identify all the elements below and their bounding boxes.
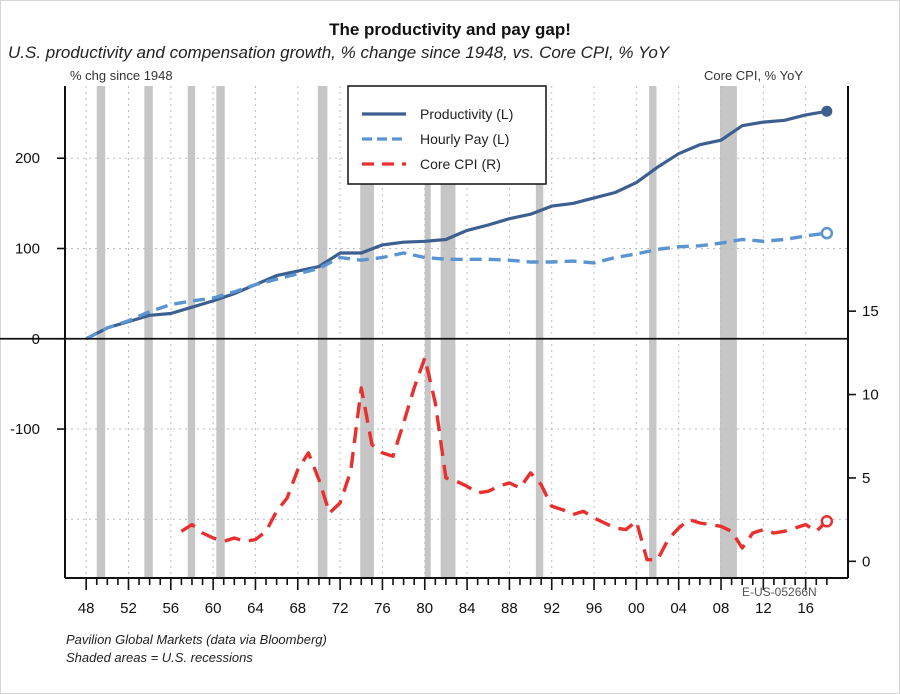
x-tick-label-15: 08 <box>713 600 730 617</box>
left-tick-label-2: 100 <box>15 240 40 257</box>
left-axis-unit: % chg since 1948 <box>70 68 173 83</box>
series-end-marker-2 <box>820 515 834 528</box>
x-tick-label-2: 56 <box>162 600 179 617</box>
x-tick-label-16: 12 <box>755 600 772 617</box>
right-tick-label-1: 5 <box>862 470 870 487</box>
right-axis-unit: Core CPI, % YoY <box>704 68 803 83</box>
right-tick-label-2: 10 <box>862 387 879 404</box>
chart-code-label: E-US-05266N <box>742 585 817 599</box>
series-line-0 <box>85 109 828 341</box>
series-end-marker-0 <box>821 105 833 117</box>
recession-band-10 <box>719 86 737 578</box>
x-tick-label-8: 80 <box>416 600 433 617</box>
chart-title: The productivity and pay gap! <box>329 20 571 39</box>
series-end-marker-1 <box>820 226 834 240</box>
legend-label-1: Hourly Pay (L) <box>420 131 509 147</box>
left-tick-label-0: -100 <box>10 421 40 438</box>
x-tick-label-12: 96 <box>586 600 603 617</box>
left-tick-label-3: 200 <box>15 150 40 167</box>
x-tick-label-13: 00 <box>628 600 645 617</box>
legend-box <box>347 85 547 185</box>
recession-band-6 <box>424 86 431 578</box>
x-tick-label-6: 72 <box>332 600 349 617</box>
x-tick-label-5: 68 <box>289 600 306 617</box>
left-tick-label-1: 0 <box>32 331 40 348</box>
source-note: Pavilion Global Markets (data via Bloomb… <box>66 632 327 647</box>
legend: Productivity (L) Hourly Pay (L) Core CPI (… <box>347 85 547 185</box>
tick-labels: 48 52 56 60 64 68 72 76 80 84 88 92 96 00 04 08 12 16-100… <box>10 150 879 617</box>
series-line-1 <box>85 231 828 341</box>
x-tick-label-4: 64 <box>247 600 264 617</box>
x-tick-label-10: 88 <box>501 600 518 617</box>
right-tick-label-0: 0 <box>862 553 870 570</box>
recession-band-3 <box>216 86 225 578</box>
x-tick-label-1: 52 <box>120 600 137 617</box>
chart-subtitle: U.S. productivity and compensation growt… <box>8 43 670 62</box>
recession-band-4 <box>317 86 328 578</box>
x-tick-label-11: 92 <box>543 600 560 617</box>
x-tick-label-14: 04 <box>670 600 687 617</box>
series-line-2 <box>180 356 828 562</box>
x-tick-label-7: 76 <box>374 600 391 617</box>
x-tick-label-17: 16 <box>797 600 814 617</box>
series-lines <box>85 105 834 562</box>
x-tick-label-9: 84 <box>459 600 476 617</box>
recession-band-9 <box>649 86 657 578</box>
recession-band-2 <box>187 86 196 578</box>
right-tick-label-3: 15 <box>862 303 879 320</box>
x-tick-label-3: 60 <box>205 600 222 617</box>
legend-label-2: Core CPI (R) <box>420 156 501 172</box>
recession-band-1 <box>144 86 153 578</box>
legend-label-0: Productivity (L) <box>420 106 513 122</box>
x-tick-label-0: 48 <box>78 600 95 617</box>
recession-note: Shaded areas = U.S. recessions <box>66 650 253 665</box>
recession-band-8 <box>535 86 544 578</box>
axes <box>0 86 856 590</box>
recession-band-5 <box>360 86 374 578</box>
